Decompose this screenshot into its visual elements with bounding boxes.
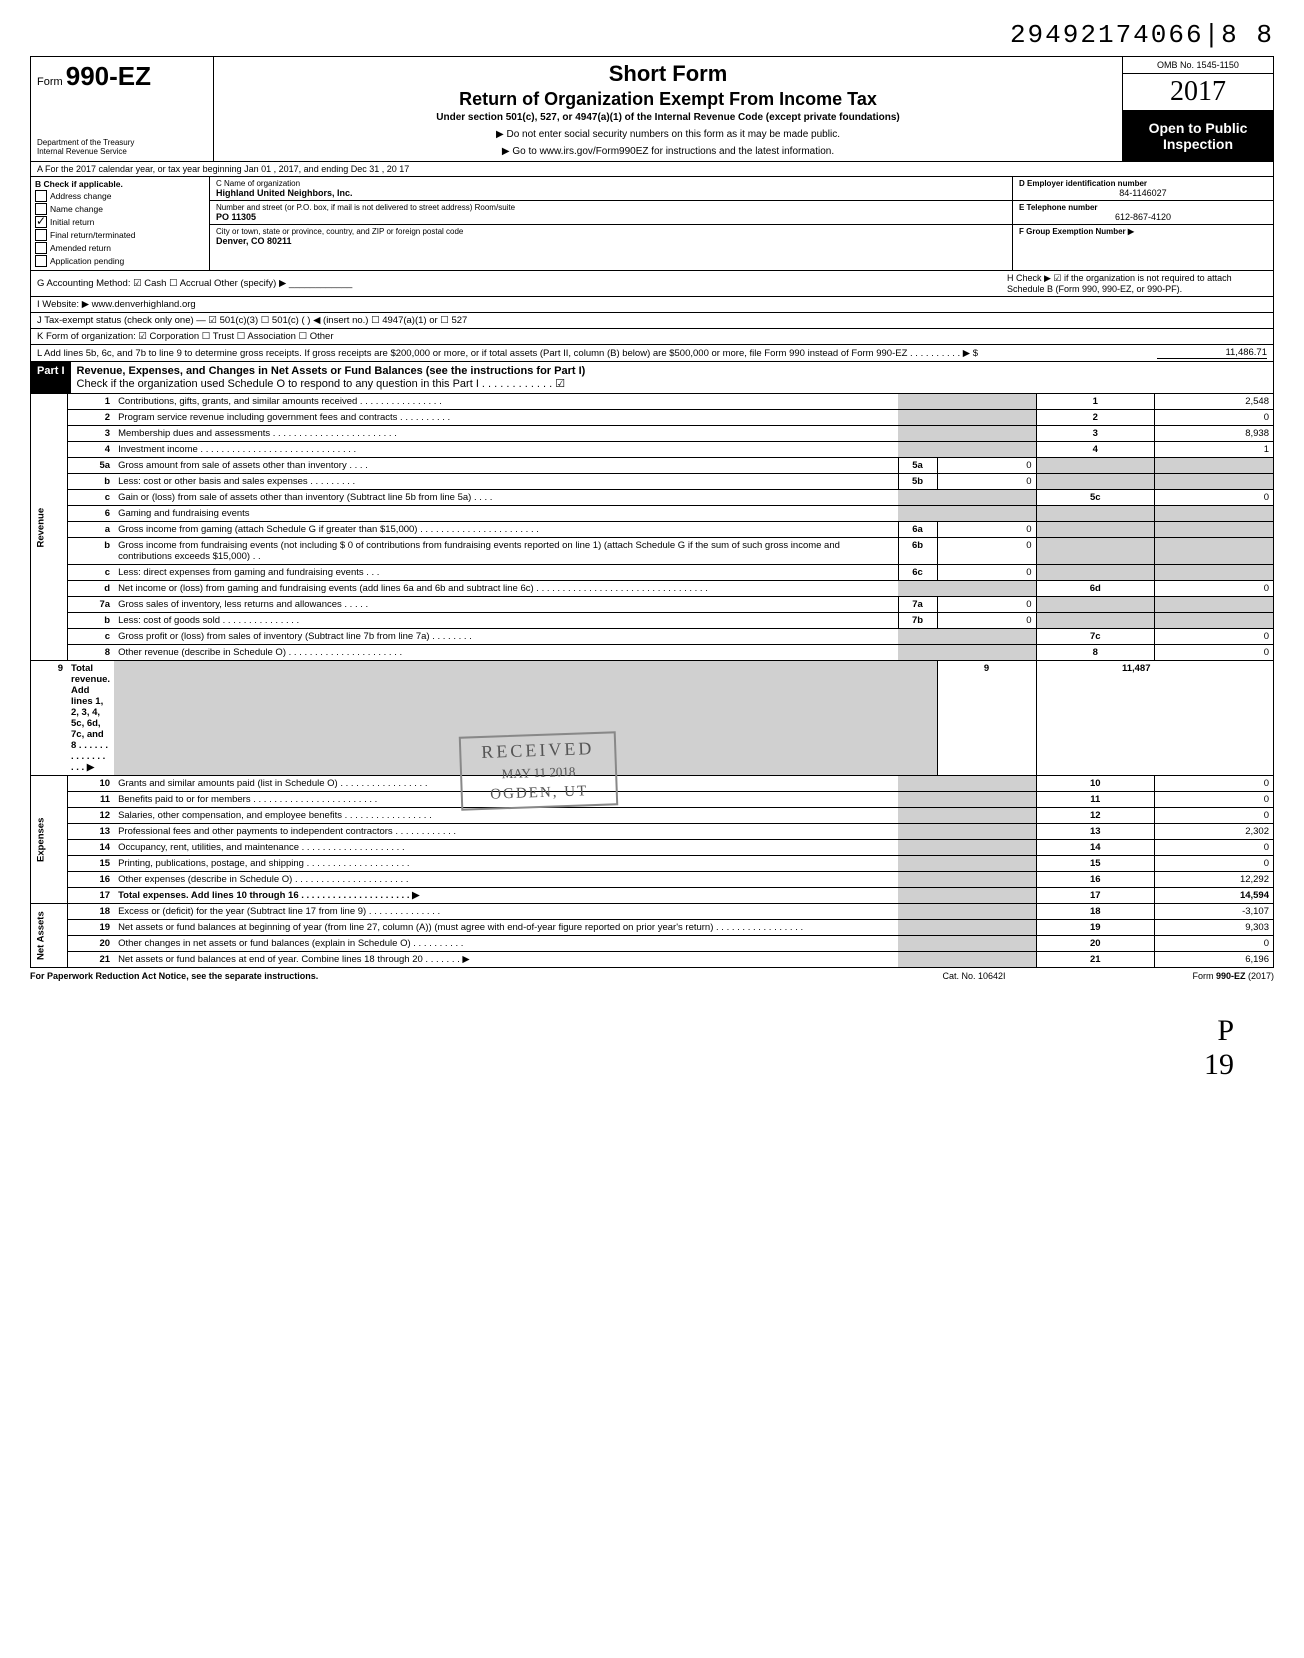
form-number: Form 990-EZ <box>37 61 207 92</box>
box-C: C Name of organizationHighland United Ne… <box>210 177 1013 270</box>
box-B: B Check if applicable. Address change Na… <box>31 177 210 270</box>
line-L: L Add lines 5b, 6c, and 7b to line 9 to … <box>37 348 1157 359</box>
note-ssn: ▶ Do not enter social security numbers o… <box>224 129 1112 140</box>
open-inspection: Open to Public Inspection <box>1123 111 1273 161</box>
main-table: Revenue 1Contributions, gifts, grants, a… <box>30 394 1274 968</box>
dept-treasury: Department of the Treasury Internal Reve… <box>37 139 207 157</box>
received-stamp: RECEIVED MAY 11 2018 OGDEN, UT <box>459 731 618 810</box>
title-return: Return of Organization Exempt From Incom… <box>224 89 1112 110</box>
line-J: J Tax-exempt status (check only one) — ☑… <box>37 315 467 326</box>
chk-address[interactable] <box>35 190 47 202</box>
handwritten-note: P19 <box>30 1014 1274 1082</box>
tax-year: 2017 <box>1123 74 1273 111</box>
sidelabel-netassets: Net Assets <box>31 904 68 968</box>
line-A: A For the 2017 calendar year, or tax yea… <box>31 162 1273 176</box>
line-H: H Check ▶ ☑ if the organization is not r… <box>1007 273 1267 294</box>
sidelabel-expenses: Expenses <box>31 776 68 904</box>
ein: 84-1146027 <box>1019 188 1267 198</box>
org-city: Denver, CO 80211 <box>216 236 292 246</box>
chk-amended[interactable] <box>35 242 47 254</box>
footer-mid: Cat. No. 10642I <box>874 971 1074 981</box>
note-url: ▶ Go to www.irs.gov/Form990EZ for instru… <box>224 146 1112 157</box>
footer-left: For Paperwork Reduction Act Notice, see … <box>30 971 874 981</box>
sidelabel-revenue: Revenue <box>31 394 68 661</box>
group-exemption: F Group Exemption Number ▶ <box>1019 227 1267 236</box>
org-addr: PO 11305 <box>216 212 256 222</box>
chk-final[interactable] <box>35 229 47 241</box>
page-code: 29492174066|8 8 <box>30 20 1274 50</box>
part1-header: Part I Revenue, Expenses, and Changes in… <box>30 362 1274 394</box>
chk-initial[interactable] <box>35 216 47 228</box>
omb-number: OMB No. 1545-1150 <box>1123 57 1273 74</box>
title-shortform: Short Form <box>224 61 1112 87</box>
line-G: G Accounting Method: ☑ Cash ☐ Accrual Ot… <box>37 278 1007 289</box>
line-K: K Form of organization: ☑ Corporation ☐ … <box>37 331 334 342</box>
footer-right: Form 990-EZ (2017) <box>1074 971 1274 981</box>
line-I: I Website: ▶ www.denverhighland.org <box>37 299 196 310</box>
line-L-val: 11,486.71 <box>1157 347 1267 359</box>
chk-pending[interactable] <box>35 255 47 267</box>
box-DEF: D Employer identification number84-11460… <box>1013 177 1273 270</box>
phone: 612-867-4120 <box>1019 212 1267 222</box>
org-name: Highland United Neighbors, Inc. <box>216 188 353 198</box>
subtitle: Under section 501(c), 527, or 4947(a)(1)… <box>224 112 1112 123</box>
form-header: Form 990-EZ Department of the Treasury I… <box>30 56 1274 162</box>
